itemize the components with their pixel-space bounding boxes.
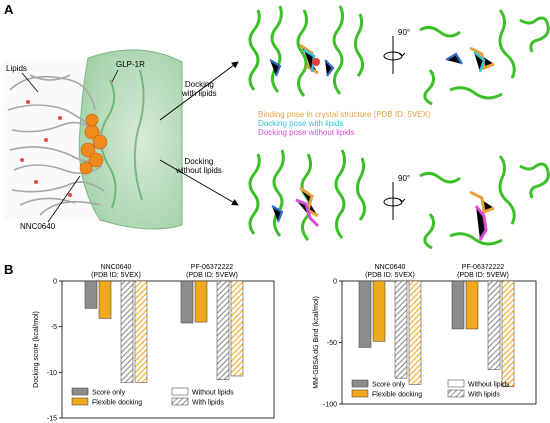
legend-with-lipids-swatch	[447, 389, 465, 398]
receptor-label: GLP-1R	[116, 60, 145, 69]
arrow-with-lipids	[159, 61, 239, 121]
membrane-protein-image	[4, 49, 183, 230]
arrow-without-lipids	[159, 159, 239, 206]
legend-score-only-label: Score only	[372, 382, 406, 389]
legend-with-lipids-label: With lipids	[192, 400, 224, 407]
legend-score-only-swatch	[71, 387, 89, 396]
rotation-label-top: 90°	[398, 28, 411, 37]
legend-with-lipids-label: With lipids	[468, 392, 500, 399]
group-label: (PDB ID: 5VEX)	[91, 272, 141, 279]
panel-a-letter: A	[4, 2, 14, 17]
bar	[230, 280, 244, 377]
legend-without-lipids-label: Without lipids	[468, 382, 510, 389]
legend-score-only-label: Score only	[92, 390, 126, 397]
bar	[180, 280, 194, 324]
legend-flexible-docking-swatch	[71, 397, 89, 406]
legend-score-only-swatch	[351, 379, 369, 388]
ligand-label: NNC0640	[20, 222, 56, 231]
bar	[451, 280, 465, 330]
arrow-bottom-label: Docking without lipids	[176, 157, 222, 175]
legend-without-lipids-pose: Docking pose without lipids	[258, 128, 355, 137]
panel-a-figure	[4, 2, 550, 253]
bar	[84, 280, 98, 309]
bar	[134, 280, 148, 383]
mmgbsa-chart: 0 -50 -100 MM-GBSA dG Bind (kcal/mol) NNC064…	[313, 264, 537, 409]
panel-b-charts: 0 -5 -10 -15 Docking score (kcal/mol) NNC0640…	[33, 264, 537, 423]
y-tick-label: 0	[53, 279, 57, 286]
bar	[501, 280, 515, 388]
pose-legend: Binding pose in crystal structure (PDB I…	[258, 110, 431, 137]
legend-flexible-docking-label: Flexible docking	[92, 400, 142, 407]
y-tick-label: -50	[327, 340, 337, 347]
group-label: PF-06372222	[191, 264, 234, 271]
legend-with-lipids-swatch	[171, 397, 189, 406]
legend-without-lipids-swatch	[171, 387, 189, 396]
bar	[394, 280, 408, 379]
panel-b-letter: B	[4, 262, 14, 277]
group-label: (PDB ID: 5VEW)	[457, 272, 509, 279]
bar	[216, 280, 230, 380]
bar	[358, 280, 372, 348]
bar	[372, 280, 386, 342]
group-label: (PDB ID: 5VEW)	[186, 272, 238, 279]
structure-top-front	[248, 2, 368, 107]
plot-frame	[61, 280, 275, 419]
structure-bottom-front	[248, 148, 368, 253]
bar	[194, 280, 208, 323]
legend-flexible-docking-label: Flexible docking	[372, 392, 422, 399]
y-tick-label: -15	[47, 416, 57, 423]
group-label: (PDB ID: 5VEX)	[365, 272, 415, 279]
bar	[408, 280, 422, 385]
docking-score-chart: 0 -5 -10 -15 Docking score (kcal/mol) NNC0640…	[33, 264, 275, 423]
y-axis-label: Docking score (kcal/mol)	[33, 311, 40, 388]
bar	[465, 280, 479, 330]
rotation-icon	[383, 182, 406, 220]
legend-without-lipids-label: Without lipids	[192, 390, 234, 397]
legend-crystal-pose: Binding pose in crystal structure (PDB I…	[258, 110, 431, 119]
legend-flexible-docking-swatch	[351, 389, 369, 398]
y-tick-label: -10	[47, 370, 57, 377]
bar	[487, 280, 501, 370]
bar	[120, 280, 134, 383]
legend-without-lipids-swatch	[447, 379, 465, 388]
arrow-top-label: Docking with lipids	[182, 80, 217, 98]
legend-with-lipids-pose: Docking pose with lipids	[258, 119, 344, 128]
lipids-label: Lipids	[6, 64, 27, 73]
rotation-label-bottom: 90°	[398, 174, 411, 183]
group-label: NNC0640	[101, 264, 132, 271]
structure-top-rotated	[418, 2, 550, 107]
group-label: PF-06372222	[462, 264, 505, 271]
y-tick-label: 0	[333, 279, 337, 286]
bar	[98, 280, 112, 319]
structure-bottom-rotated	[418, 148, 550, 253]
y-tick-label: -5	[51, 324, 57, 331]
group-label: NNC0640	[375, 264, 406, 271]
y-tick-label: -100	[323, 402, 337, 409]
y-axis-label: MM-GBSA dG Bind (kcal/mol)	[313, 296, 320, 389]
rotation-icon	[383, 36, 406, 74]
